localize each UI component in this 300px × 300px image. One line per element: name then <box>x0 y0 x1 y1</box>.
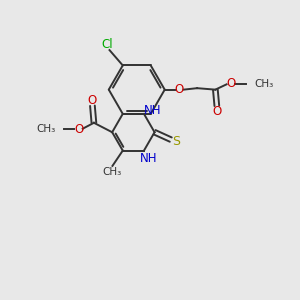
Text: O: O <box>174 82 184 95</box>
Text: CH₃: CH₃ <box>36 124 56 134</box>
Text: O: O <box>74 123 83 136</box>
Text: NH: NH <box>144 104 161 117</box>
Text: Cl: Cl <box>102 38 113 51</box>
Text: NH: NH <box>140 152 157 165</box>
Text: O: O <box>226 77 235 90</box>
Text: O: O <box>212 105 221 118</box>
Text: O: O <box>88 94 97 107</box>
Text: CH₃: CH₃ <box>254 79 274 89</box>
Text: S: S <box>172 135 180 148</box>
Text: CH₃: CH₃ <box>102 167 122 177</box>
